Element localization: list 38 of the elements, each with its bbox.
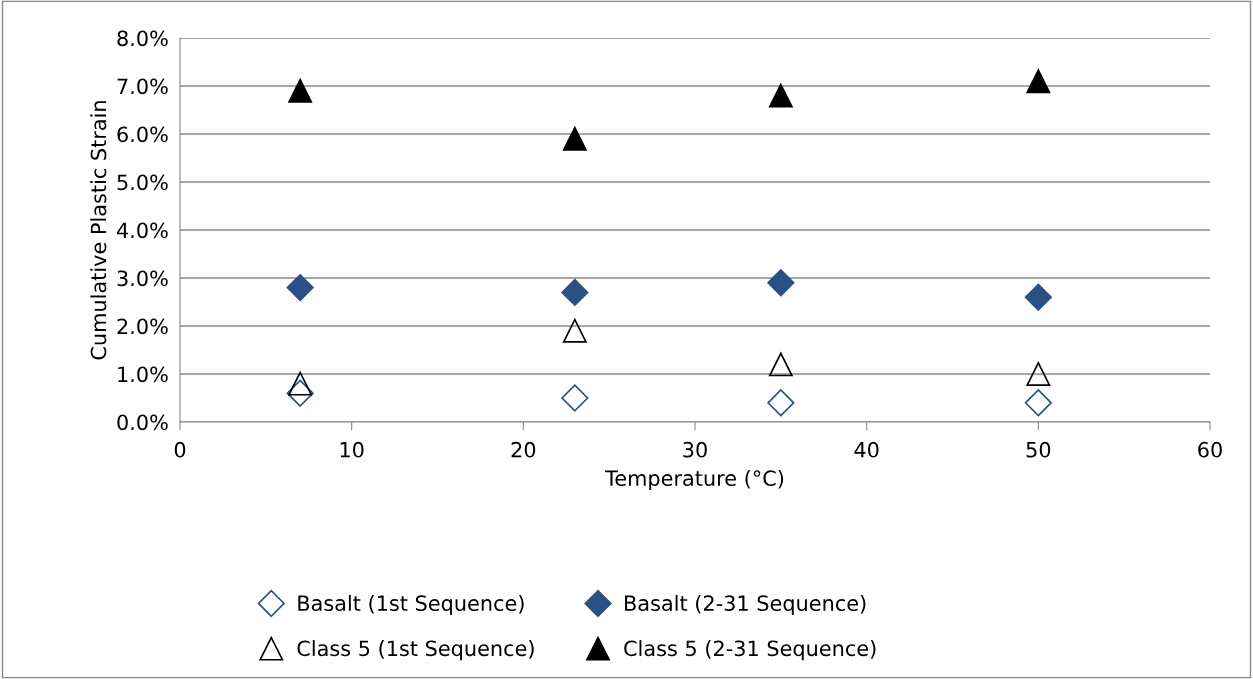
point	[562, 126, 587, 151]
y-tick-label: 3.0%	[117, 270, 168, 287]
y-tick-label: 8.0%	[117, 30, 168, 47]
x-tick-label: 20	[511, 441, 536, 458]
point	[768, 83, 793, 108]
x-tick-label: 0	[174, 441, 186, 458]
x-tick-label: 10	[340, 441, 364, 458]
point	[767, 389, 795, 417]
y-axis-title: Cumulative Plastic Strain	[90, 101, 107, 360]
legend-label: Basalt (1st Sequence)	[298, 594, 524, 616]
x-tick-label: 50	[1026, 441, 1051, 458]
x-tick-label: 30	[683, 441, 707, 458]
point	[561, 278, 589, 307]
y-tick-label: 1.0%	[118, 366, 168, 383]
y-tick-label: 5.0%	[117, 174, 168, 191]
y-tick-label: 7.0%	[117, 78, 168, 95]
legend-label: Class 5 (1st Sequence)	[297, 640, 534, 661]
point	[1026, 362, 1051, 386]
point	[1024, 283, 1052, 311]
point	[288, 371, 313, 396]
y-tick-label: 2.0%	[117, 318, 168, 335]
point	[561, 384, 589, 412]
y-tick-label: 4.0%	[116, 222, 168, 239]
x-tick-label: 40	[854, 441, 879, 458]
legend-label: Basalt (2-31 Sequence)	[625, 594, 866, 616]
y-tick-label: 0.0%	[117, 414, 168, 431]
legend-label: Class 5 (2-31 Sequence)	[624, 640, 876, 661]
point	[286, 273, 314, 302]
point	[562, 318, 587, 343]
x-axis-title: Temperature (°C)	[605, 469, 784, 491]
x-tick-label: 60	[1198, 441, 1222, 458]
point	[768, 352, 793, 377]
point	[767, 269, 795, 297]
point	[1024, 389, 1052, 417]
point	[1026, 69, 1051, 94]
point	[288, 78, 313, 103]
point	[286, 379, 314, 407]
y-tick-label: 6.0%	[117, 126, 168, 143]
